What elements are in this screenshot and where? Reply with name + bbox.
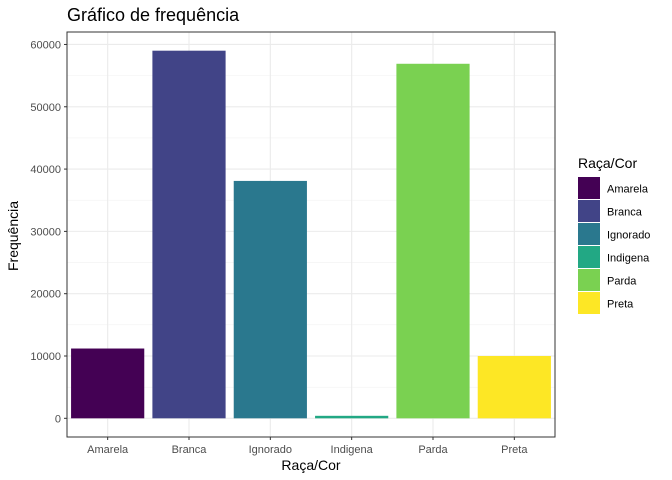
- y-axis: 0 10000 20000 30000 40000 50000 60000: [30, 39, 67, 425]
- legend-key-amarela: [578, 177, 600, 199]
- legend-label: Preta: [607, 299, 634, 311]
- bar-ignorado: [233, 180, 307, 419]
- legend-label: Indigena: [607, 253, 650, 265]
- legend-key-indigena: [578, 246, 600, 268]
- legend-label: Branca: [607, 207, 643, 219]
- x-tick-label: Parda: [418, 444, 448, 456]
- bar-indigena: [315, 415, 389, 419]
- legend-label: Ignorado: [607, 230, 650, 242]
- x-tick-label: Indigena: [331, 444, 374, 456]
- legend-key-branca: [578, 200, 600, 222]
- y-tick-label: 40000: [30, 164, 61, 176]
- x-axis-title: Raça/Cor: [281, 457, 340, 473]
- legend-key-preta: [578, 292, 600, 314]
- bar-preta: [477, 356, 551, 419]
- panel-border: [66, 31, 556, 438]
- legend-key-parda: [578, 269, 600, 291]
- y-tick-label: 0: [55, 413, 61, 425]
- bar-amarela: [71, 348, 145, 419]
- x-axis: Amarela Branca Ignorado Indigena Parda Preta: [87, 437, 528, 456]
- plot-panel: [66, 31, 556, 438]
- legend-label: Parda: [607, 276, 637, 288]
- legend-title: Raça/Cor: [578, 155, 637, 171]
- y-tick-label: 10000: [30, 351, 61, 363]
- y-tick-label: 50000: [30, 102, 61, 114]
- y-tick-label: 20000: [30, 289, 61, 301]
- legend-label: Amarela: [607, 184, 649, 196]
- legend: Raça/Cor Amarela Branca Ignorado Indigena Pa…: [578, 155, 650, 314]
- y-tick-label: 60000: [30, 39, 61, 51]
- x-tick-label: Preta: [501, 444, 528, 456]
- bar-parda: [396, 63, 470, 419]
- y-axis-title: Frequência: [5, 201, 21, 271]
- x-tick-label: Amarela: [87, 444, 129, 456]
- x-tick-label: Ignorado: [249, 444, 292, 456]
- chart-title: Gráfico de frequência: [67, 5, 240, 25]
- x-tick-label: Branca: [172, 444, 208, 456]
- panel-background: [67, 32, 555, 437]
- y-tick-label: 30000: [30, 226, 61, 238]
- legend-key-ignorado: [578, 223, 600, 245]
- bar-branca: [152, 50, 226, 419]
